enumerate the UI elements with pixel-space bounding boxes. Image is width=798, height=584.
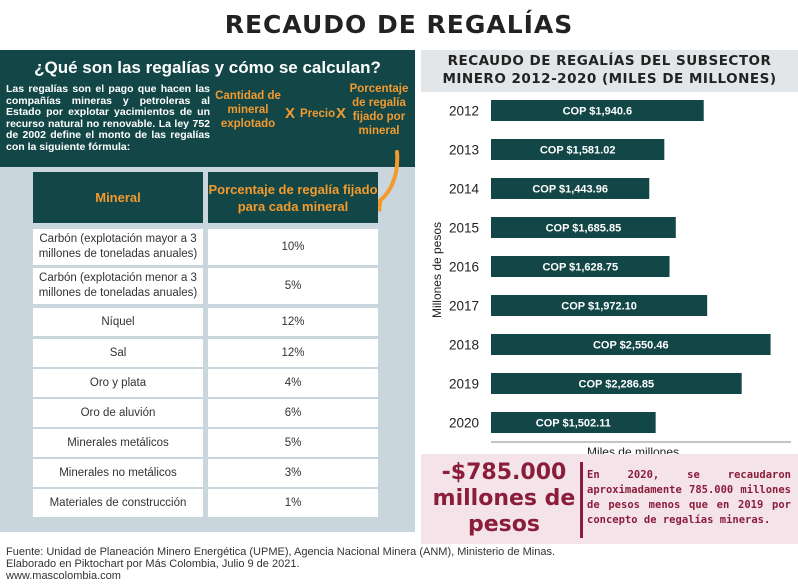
bar-2019 — [491, 373, 742, 394]
table-cell-percentage: 4% — [208, 369, 378, 397]
year-tick-label: 2015 — [449, 221, 479, 236]
bar-value-label: COP $1,628.75 — [542, 262, 618, 274]
bar-value-label: COP $1,581.02 — [540, 145, 616, 157]
callout-divider — [580, 462, 583, 538]
year-tick-label: 2014 — [449, 182, 480, 197]
bar-2015 — [491, 217, 676, 238]
year-tick-label: 2018 — [449, 338, 479, 353]
footer-source: Fuente: Unidad de Planeación Minero Ener… — [6, 546, 556, 558]
royalty-bar-chart: COP $1,940.6 2012 COP $1,581.02 2013 COP $1,… — [430, 100, 791, 454]
chart-title: RECAUDO DE REGALÍAS DEL SUBSECTOR MINERO… — [442, 53, 777, 87]
chart-title-background — [421, 50, 798, 92]
table-cell-percentage: 5% — [208, 429, 378, 457]
table-header-mineral: Mineral — [33, 172, 203, 223]
table-cell-mineral: Carbón (explotación mayor a 3 millones d… — [33, 229, 203, 265]
bar-2014 — [491, 178, 650, 199]
formula-quantity: Cantidad de mineral explotado — [215, 90, 281, 130]
page-title: RECAUDO DE REGALÍAS — [224, 10, 574, 39]
bar-value-label: COP $1,502.11 — [536, 418, 611, 430]
definition-title: ¿Qué son las regalías y cómo se calculan… — [34, 58, 381, 77]
callout-text: En 2020, se recaudaron aproximadamente 7… — [587, 469, 791, 526]
table-header-percentage: Porcentaje de regalía fijado para cada m… — [208, 172, 378, 223]
table-cell-mineral: Níquel — [33, 308, 203, 336]
table-cell-mineral: Minerales no metálicos — [33, 459, 203, 487]
table-cell-mineral: Oro de aluvión — [33, 399, 203, 427]
table-cell-percentage: 3% — [208, 459, 378, 487]
footer: Fuente: Unidad de Planeación Minero Ener… — [6, 546, 796, 582]
year-tick-label: 2020 — [449, 416, 479, 431]
formula-times-1: X — [285, 105, 296, 122]
year-tick-label: 2013 — [449, 143, 479, 158]
table-cell-percentage: 10% — [208, 229, 378, 265]
callout-box — [421, 454, 798, 544]
table-cell-percentage: 1% — [208, 489, 378, 517]
bar-value-label: COP $1,972.10 — [561, 301, 637, 313]
bar-2018 — [491, 334, 771, 355]
bar-2016 — [491, 256, 670, 277]
definition-header — [0, 50, 415, 167]
table-cell-percentage: 12% — [208, 339, 378, 367]
bar-value-label: COP $1,443.96 — [532, 184, 608, 196]
formula-percentage: Porcentaje de regalía fijado por mineral — [349, 83, 409, 137]
table-cell-mineral: Oro y plata — [33, 369, 203, 397]
x-axis-label: Miles de millones — [587, 445, 679, 454]
bar-value-label: COP $2,286.85 — [579, 379, 655, 391]
bar-2017 — [491, 295, 708, 316]
bar-value-label: COP $1,685.85 — [546, 223, 622, 235]
formula-times-2: X — [336, 105, 347, 122]
bar-2013 — [491, 139, 665, 160]
bar-2020 — [491, 412, 656, 433]
table-cell-mineral: Sal — [33, 339, 203, 367]
footer-credit: Elaborado en Piktochart por Más Colombia… — [6, 558, 300, 570]
definition-text: Las regalías son el pago que hacen las c… — [6, 83, 210, 153]
bar-value-label: COP $2,550.46 — [593, 340, 669, 352]
table-cell-percentage: 5% — [208, 268, 378, 304]
table-cell-percentage: 6% — [208, 399, 378, 427]
year-tick-label: 2012 — [449, 104, 479, 119]
y-axis-label: Millones de pesos — [430, 222, 444, 318]
table-cell-mineral: Materiales de construcción — [33, 489, 203, 517]
bar-value-label: COP $1,940.6 — [563, 106, 633, 118]
footer-url: www.mascolombia.com — [6, 570, 121, 582]
table-cell-percentage: 12% — [208, 308, 378, 336]
bar-2012 — [491, 100, 704, 121]
year-tick-label: 2016 — [449, 260, 479, 275]
year-tick-label: 2017 — [449, 299, 479, 314]
formula-price: Precio — [300, 108, 336, 120]
callout-amount: -$785.000 millones de pesos — [432, 460, 576, 537]
table-cell-mineral: Carbón (explotación menor a 3 millones d… — [33, 268, 203, 304]
table-cell-mineral: Minerales metálicos — [33, 429, 203, 457]
year-tick-label: 2019 — [449, 377, 479, 392]
